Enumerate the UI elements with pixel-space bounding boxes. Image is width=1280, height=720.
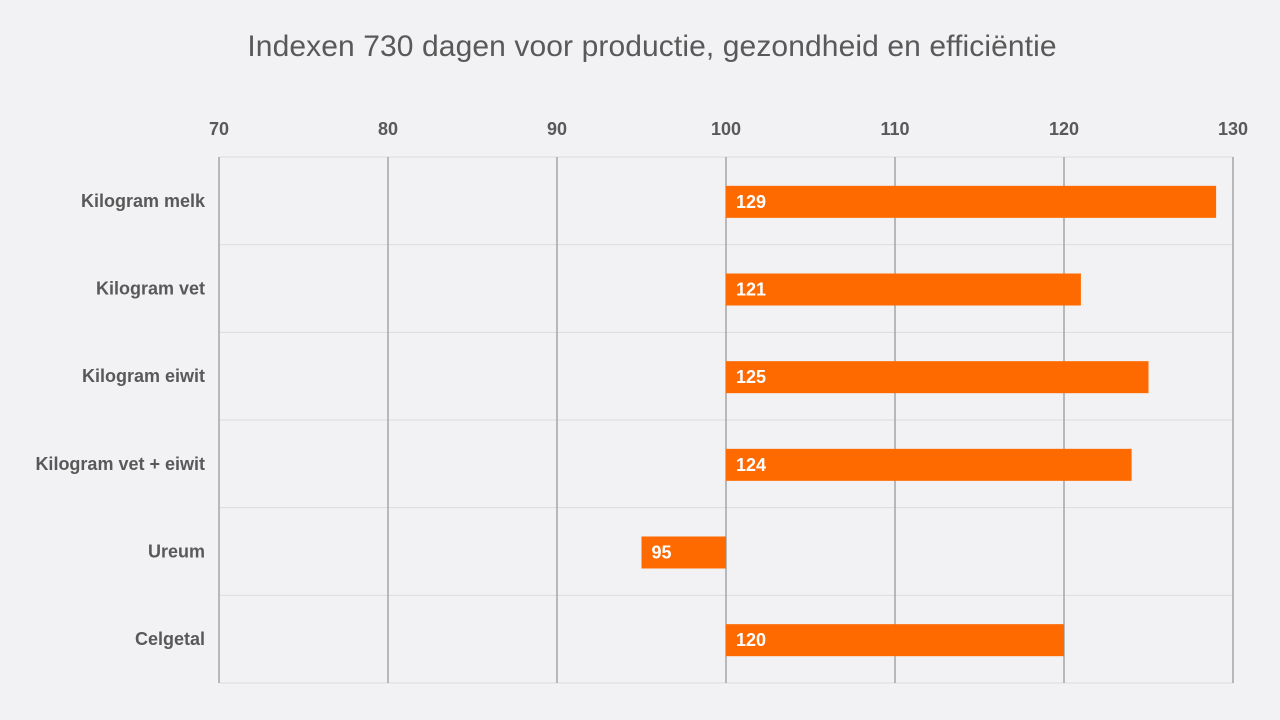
category-labels: Kilogram melk Kilogram vet Kilogram eiwit K… [35, 191, 206, 649]
x-tick-label: 120 [1049, 119, 1079, 139]
category-label: Celgetal [135, 629, 205, 649]
bars [641, 185, 1217, 657]
bar [726, 448, 1132, 481]
bar [726, 361, 1149, 394]
x-tick-label: 80 [378, 119, 398, 139]
vertical-gridlines [218, 157, 1234, 683]
data-label: 121 [736, 280, 766, 300]
category-label: Ureum [148, 542, 205, 562]
x-tick-label: 110 [880, 119, 909, 139]
data-label: 129 [736, 192, 766, 212]
bar [641, 536, 726, 569]
category-label: Kilogram vet [96, 279, 205, 299]
x-tick-label: 100 [711, 119, 741, 139]
category-label: Kilogram melk [81, 191, 206, 211]
category-label: Kilogram vet + eiwit [35, 454, 205, 474]
x-tick-label: 70 [209, 119, 229, 139]
data-label: 120 [736, 630, 766, 650]
data-label: 125 [736, 367, 766, 387]
x-tick-label: 130 [1218, 119, 1248, 139]
category-label: Kilogram eiwit [82, 366, 205, 386]
x-tick-label: 90 [547, 119, 567, 139]
chart-title: Indexen 730 dagen voor productie, gezond… [247, 30, 1057, 63]
data-labels: 129 121 125 124 95 120 [652, 192, 767, 650]
bar [726, 185, 1217, 218]
bar [726, 624, 1064, 657]
x-axis-tick-labels: 70 80 90 100 110 120 130 [209, 119, 1248, 139]
bar [726, 273, 1081, 306]
data-label: 124 [736, 455, 766, 475]
data-label: 95 [652, 543, 672, 563]
